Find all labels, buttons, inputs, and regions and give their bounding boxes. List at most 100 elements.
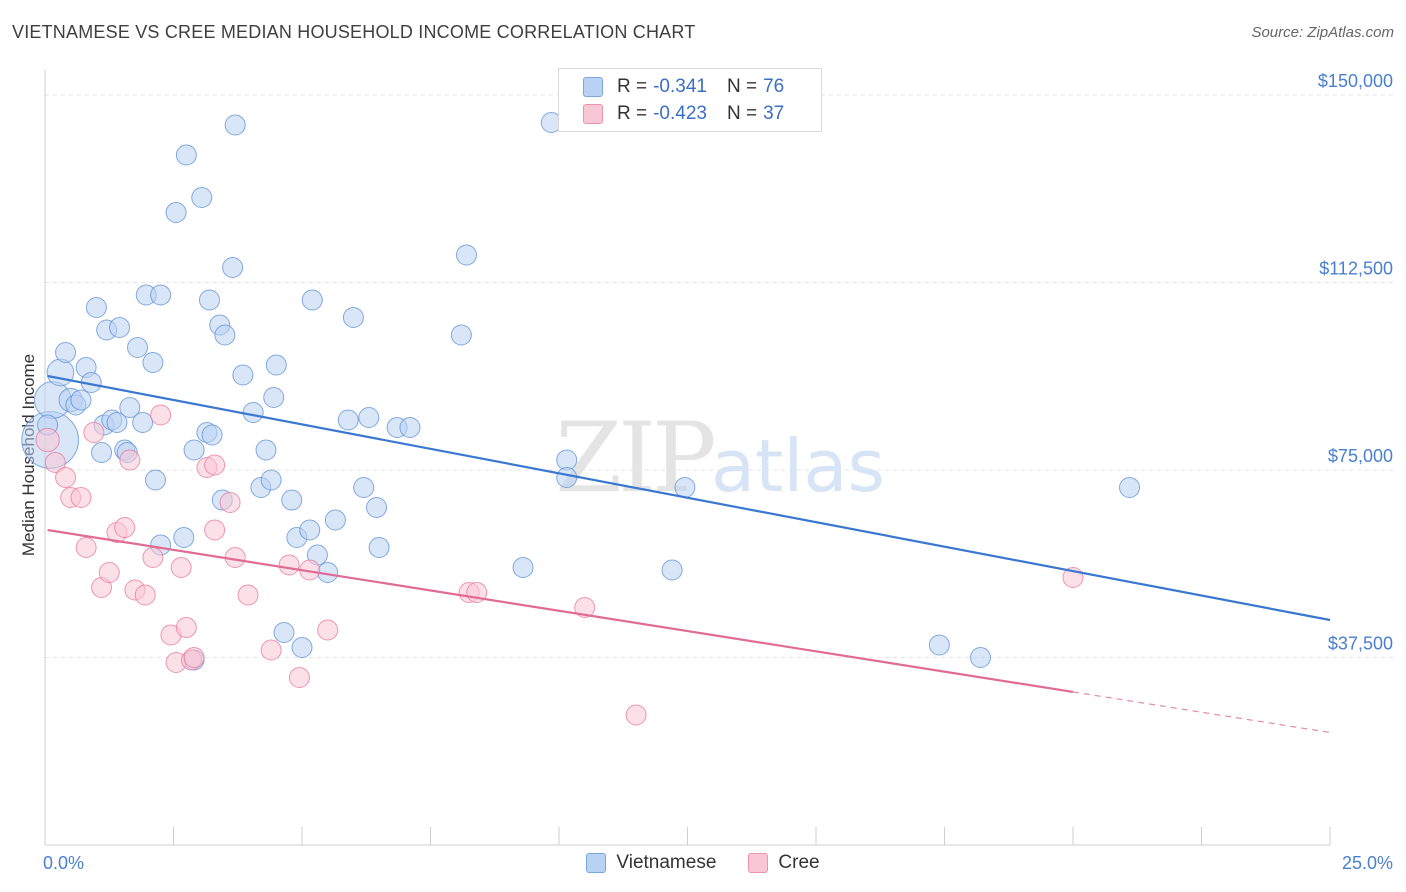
cree-point xyxy=(260,639,282,661)
cree-point xyxy=(55,467,77,488)
cree-point xyxy=(98,562,120,583)
vietnamese-point xyxy=(145,469,167,491)
cree-point xyxy=(114,517,136,538)
cree-swatch xyxy=(583,104,603,124)
cree-point xyxy=(237,584,259,606)
vietnamese-point xyxy=(191,187,213,208)
vietnamese-point xyxy=(324,509,346,531)
cree-point xyxy=(204,519,226,541)
legend-item-cree: Cree xyxy=(748,852,820,874)
vietnamese-point xyxy=(512,557,534,578)
vietnamese-point xyxy=(299,519,321,541)
vietnamese-point xyxy=(46,358,75,387)
legend-row-vietnamese: R = -0.341 N = 76 xyxy=(583,75,784,99)
vietnamese-point xyxy=(265,354,287,376)
trend-lines xyxy=(47,374,1331,734)
legend-item-vietnamese: Vietnamese xyxy=(586,852,716,874)
cree-point xyxy=(83,422,105,443)
vietnamese-point xyxy=(455,244,477,266)
vietnamese-point xyxy=(201,424,223,446)
cree-trend-line xyxy=(47,528,1074,694)
cree-point xyxy=(119,449,141,471)
r-label: R = xyxy=(617,76,648,97)
vietnamese-point xyxy=(132,412,154,433)
vietnamese-point xyxy=(106,412,128,433)
n-label: N = xyxy=(726,76,758,97)
cree-point xyxy=(317,619,339,641)
cree-point xyxy=(175,617,197,638)
vietnamese-point xyxy=(127,337,149,358)
cree-point xyxy=(134,584,156,606)
vietnamese-point xyxy=(173,527,195,548)
vietnamese-point xyxy=(214,324,236,346)
vietnamese-point xyxy=(222,257,244,278)
vietnamese-point xyxy=(281,489,303,511)
vietnamese-point xyxy=(291,637,313,658)
cree-point xyxy=(142,547,164,568)
y-tick-label: $150,000 xyxy=(1318,71,1393,91)
vietnamese-point xyxy=(969,647,991,668)
cree-point xyxy=(183,647,205,668)
series-legend: Vietnamese Cree xyxy=(0,852,1406,874)
vietnamese-point xyxy=(263,387,285,408)
watermark-atlas: atlas xyxy=(711,424,885,508)
cree-swatch xyxy=(748,853,769,873)
vietnamese-point xyxy=(399,417,421,438)
vietnamese-point xyxy=(337,409,359,431)
vietnamese-point xyxy=(358,407,380,428)
vietnamese-point xyxy=(661,559,683,581)
cree-point xyxy=(625,704,647,726)
cree-point xyxy=(75,537,97,558)
cree-point xyxy=(278,554,300,576)
cree-point xyxy=(35,427,60,453)
cree-points xyxy=(35,404,1084,726)
cree-point xyxy=(219,492,241,513)
cree-point xyxy=(288,667,310,688)
legend: R = -0.341 N = 76 R = -0.423 N = 37 xyxy=(558,68,822,132)
vietnamese-swatch xyxy=(583,77,603,97)
vietnamese-point xyxy=(91,442,113,463)
vietnamese-point xyxy=(674,477,696,498)
cree-point xyxy=(204,454,226,476)
vietnamese-point xyxy=(556,467,578,488)
r-value: -0.423 xyxy=(653,103,707,124)
vietnamese-point xyxy=(109,317,131,338)
vietnamese-point xyxy=(198,289,220,311)
vietnamese-point xyxy=(1119,477,1141,498)
watermark: ZIP atlas xyxy=(555,402,885,514)
vietnamese-point xyxy=(353,477,375,498)
vietnamese-point xyxy=(175,144,197,166)
vietnamese-point xyxy=(273,622,295,643)
vietnamese-point xyxy=(142,352,164,373)
x-tick-label-min: 0.0% xyxy=(43,853,84,873)
vietnamese-point xyxy=(342,307,364,328)
vietnamese-trend-line xyxy=(47,374,1331,622)
chart-title: VIETNAMESE VS CREE MEDIAN HOUSEHOLD INCO… xyxy=(12,22,696,42)
vietnamese-point xyxy=(55,342,77,363)
cree-trend-extension xyxy=(1072,691,1331,734)
vietnamese-point xyxy=(301,289,323,311)
source-note: Source: ZipAtlas.com xyxy=(1251,24,1394,41)
vietnamese-point xyxy=(260,469,282,491)
vietnamese-point xyxy=(255,439,277,461)
vietnamese-swatch xyxy=(586,853,607,873)
n-value: 76 xyxy=(763,76,785,97)
y-tick-labels: $37,500 $75,000 $112,500 $150,000 xyxy=(1318,71,1393,654)
vietnamese-point xyxy=(232,364,254,386)
cree-point xyxy=(170,557,192,578)
vietnamese-point xyxy=(183,439,205,461)
legend-row-cree: R = -0.423 N = 37 xyxy=(583,102,784,126)
vietnamese-points xyxy=(21,112,1141,671)
vietnamese-point xyxy=(242,402,264,423)
r-value: -0.341 xyxy=(653,76,707,97)
x-tick-labels: 0.0% 25.0% xyxy=(43,853,1393,873)
vietnamese-point xyxy=(165,202,187,223)
cree-point xyxy=(574,597,596,618)
vietnamese-point xyxy=(85,297,107,318)
y-tick-label: $112,500 xyxy=(1319,259,1393,279)
vietnamese-point xyxy=(368,537,390,558)
vietnamese-point xyxy=(928,634,950,656)
vietnamese-point xyxy=(224,114,246,136)
cree-point xyxy=(150,404,172,426)
r-label: R = xyxy=(617,103,648,124)
